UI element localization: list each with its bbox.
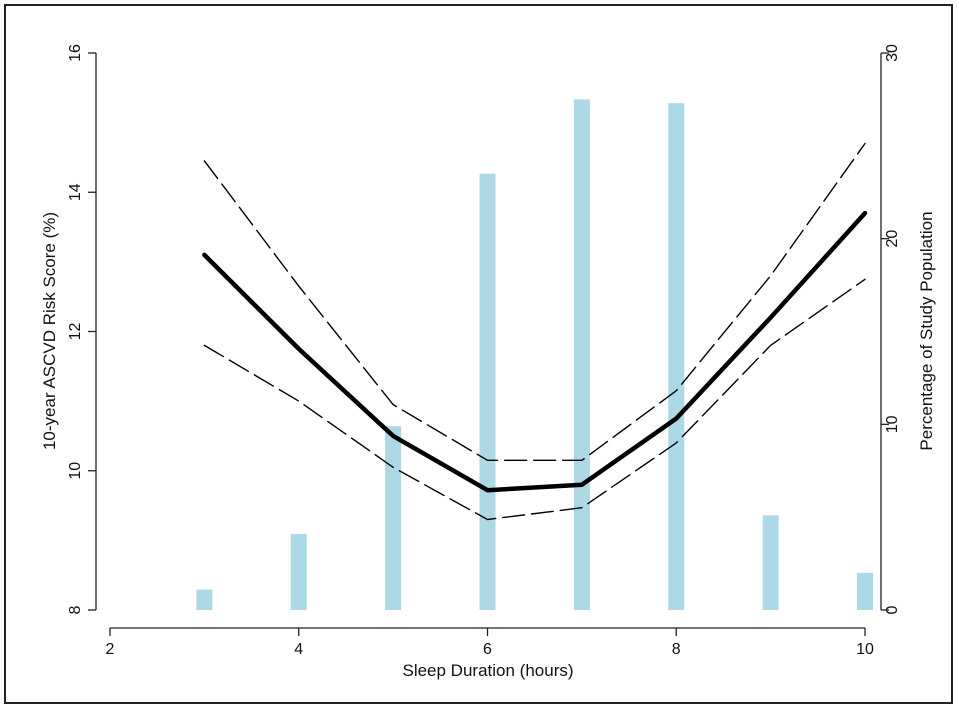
bar-6 bbox=[479, 173, 496, 610]
bar-4 bbox=[290, 533, 307, 610]
y-right-tick-label-10: 10 bbox=[884, 415, 901, 433]
bar-8 bbox=[668, 103, 685, 610]
bars-layer bbox=[196, 99, 873, 611]
x-axis-title: Sleep Duration (hours) bbox=[402, 661, 573, 680]
y-left-tick-label-14: 14 bbox=[67, 183, 84, 201]
x-tick-label-4: 4 bbox=[294, 641, 303, 658]
x-tick-label-8: 8 bbox=[672, 641, 681, 658]
y-left-tick-label-8: 8 bbox=[67, 605, 84, 614]
y-left-axis-title: 10-year ASCVD Risk Score (%) bbox=[40, 212, 59, 450]
y-right-tick-label-30: 30 bbox=[884, 44, 901, 62]
x-tick-label-6: 6 bbox=[483, 641, 492, 658]
lines-layer bbox=[202, 142, 868, 521]
chart-frame bbox=[4, 4, 953, 704]
bar-10 bbox=[857, 572, 873, 610]
y-right-tick-label-20: 20 bbox=[884, 230, 901, 248]
y-right-tick-label-0: 0 bbox=[884, 605, 901, 614]
x-tick-label-2: 2 bbox=[106, 641, 115, 658]
y-left-tick-label-10: 10 bbox=[67, 462, 84, 480]
ticks-layer: 2 4 6 8 10 8 10 12 14 16 0 10 20 30 bbox=[67, 44, 901, 658]
y-left-tick-label-16: 16 bbox=[67, 44, 84, 62]
lower-ci-line bbox=[203, 278, 866, 521]
upper-ci-line bbox=[203, 142, 866, 461]
x-tick-label-10: 10 bbox=[856, 641, 874, 658]
y-left-tick-label-12: 12 bbox=[67, 323, 84, 341]
bar-5 bbox=[385, 426, 402, 610]
bar-9 bbox=[762, 515, 779, 610]
estimate-line bbox=[202, 210, 868, 493]
bar-7 bbox=[573, 99, 590, 611]
y-right-axis-title: Percentage of Study Population bbox=[917, 211, 936, 450]
bar-3 bbox=[196, 589, 213, 610]
